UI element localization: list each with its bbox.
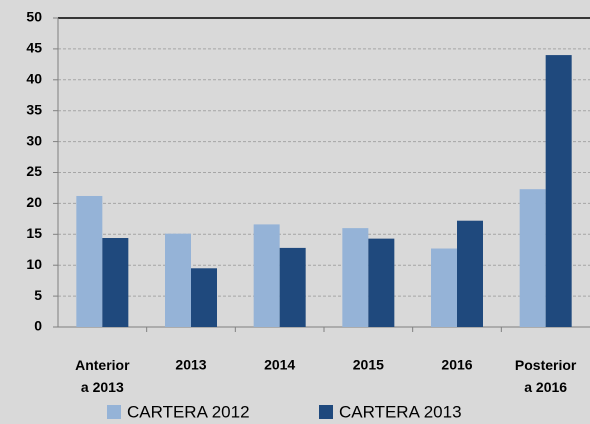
y-tick-label: 20 <box>26 194 42 210</box>
y-tick-label: 5 <box>34 287 42 303</box>
bar <box>457 220 483 327</box>
bar <box>102 238 129 327</box>
bar <box>76 195 103 327</box>
bar <box>165 233 191 327</box>
bar <box>253 224 280 327</box>
x-tick-label: 2016 <box>441 357 472 373</box>
x-tick-label: Posterior a 2016 <box>515 357 577 395</box>
x-tick-label: 2013 <box>175 357 206 373</box>
x-tick-label: 2014 <box>264 357 295 373</box>
bar <box>431 248 457 327</box>
legend-label: CARTERA 2012 <box>127 402 250 421</box>
bar <box>368 238 395 327</box>
y-tick-label: 50 <box>26 9 42 25</box>
legend-label: CARTERA 2013 <box>339 402 462 421</box>
y-tick-label: 15 <box>26 225 42 241</box>
bar <box>342 228 369 327</box>
legend-swatch <box>319 405 333 419</box>
bar <box>545 55 572 328</box>
y-tick-label: 0 <box>34 318 42 334</box>
y-tick-label: 45 <box>26 40 42 56</box>
bar <box>191 268 217 327</box>
y-tick-label: 10 <box>26 256 42 272</box>
bar <box>279 247 306 327</box>
bar <box>519 189 546 327</box>
y-tick-label: 35 <box>26 101 42 117</box>
x-tick-label: 2015 <box>353 357 384 373</box>
legend-swatch <box>107 405 121 419</box>
y-tick-label: 25 <box>26 163 42 179</box>
y-tick-label: 30 <box>26 132 42 148</box>
x-tick-label: Anterior a 2013 <box>75 357 130 395</box>
y-tick-label: 40 <box>26 71 42 87</box>
